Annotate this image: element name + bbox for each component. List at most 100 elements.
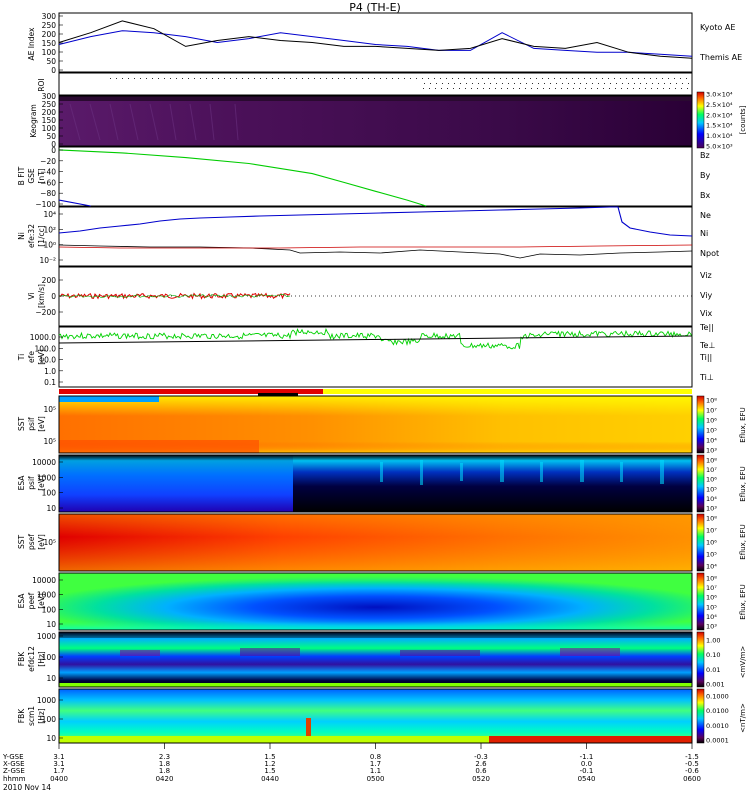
roi-dot xyxy=(386,78,387,79)
x-row-label: Y-GSE xyxy=(2,753,24,761)
roi-dot xyxy=(128,78,129,79)
colorbar-tick-label: 0.01 xyxy=(706,666,720,674)
roi-dot xyxy=(682,83,683,84)
sst-ion-topstrip xyxy=(59,396,159,402)
x-tick-label: 0.0 xyxy=(581,760,592,768)
roi-dot xyxy=(465,88,466,89)
roi-dot xyxy=(122,78,123,79)
panel-4-ylabel-line: Ni xyxy=(17,232,26,240)
y-tick-label: 10000 xyxy=(32,576,56,585)
panel-10-ylabel-line: [eV] xyxy=(37,593,46,609)
mode-bar-red xyxy=(59,389,323,394)
roi-dot xyxy=(230,78,231,79)
y-tick-label: 100 xyxy=(42,653,57,662)
colorbar-tick-label: 3.0×10⁴ xyxy=(706,91,733,99)
legend-vi-1: Viy xyxy=(700,291,713,300)
y-tick-label: 200 xyxy=(42,276,57,285)
plot-title: P4 (TH-E) xyxy=(349,1,401,14)
roi-dot xyxy=(634,83,635,84)
x-tick-label: 0600 xyxy=(683,775,701,783)
panel-5-ylabel-line: [km/s] xyxy=(37,284,46,308)
roi-dot xyxy=(544,83,545,84)
colorbar-label: Eflux, EFU xyxy=(739,407,747,442)
colorbar-tick-label: 0.001 xyxy=(706,681,725,689)
sst-electron-colorbar xyxy=(696,513,705,572)
roi-dot xyxy=(610,83,611,84)
colorbar-tick-label: 10⁵ xyxy=(706,485,717,493)
colorbar-label: <nT/m> xyxy=(739,703,747,733)
y-tick-label: 150 xyxy=(42,39,57,48)
y-tick-label: 10 xyxy=(46,734,56,743)
x-tick-label: 1.1 xyxy=(370,767,381,775)
ni-npot-line xyxy=(58,206,693,237)
roi-dot xyxy=(638,78,639,79)
roi-dot xyxy=(549,88,550,89)
roi-dot xyxy=(518,78,519,79)
fbk-bfield-spike xyxy=(306,718,311,743)
roi-dot xyxy=(554,78,555,79)
roi-ylabel: ROI xyxy=(37,78,46,91)
roi-dot xyxy=(266,78,267,79)
roi-dot xyxy=(537,88,538,89)
x-tick-label: 1.5 xyxy=(264,767,275,775)
roi-dot xyxy=(489,88,490,89)
roi-dot xyxy=(170,78,171,79)
roi-dot xyxy=(548,78,549,79)
roi-dot xyxy=(326,78,327,79)
roi-dot xyxy=(436,83,437,84)
mode-bar-yellow xyxy=(323,389,692,394)
roi-dot xyxy=(508,83,509,84)
roi-dot xyxy=(500,78,501,79)
colorbar-tick-label: 10⁷ xyxy=(706,466,717,474)
roi-dot xyxy=(242,78,243,79)
colorbar-tick-label: 10³ xyxy=(706,447,717,455)
esa-ion-noise xyxy=(380,460,664,485)
y-tick-label: 50 xyxy=(46,132,56,141)
roi-dot xyxy=(422,78,423,79)
x-tick-label: -0.6 xyxy=(685,767,699,775)
roi-dot xyxy=(651,88,652,89)
roi-dot xyxy=(236,78,237,79)
sst-ion-colorbar xyxy=(696,395,705,454)
roi-dot xyxy=(536,78,537,79)
y-tick-label: 200 xyxy=(42,30,57,39)
y-tick-label: 250 xyxy=(42,100,57,109)
colorbar-tick-label: 2.5×10⁴ xyxy=(706,101,733,109)
roi-dot xyxy=(640,83,641,84)
ae-line-themis xyxy=(58,20,693,59)
roi-dot xyxy=(218,78,219,79)
roi-dot xyxy=(608,78,609,79)
panel-4-ylabel-line: efe:32 xyxy=(27,224,36,248)
fbk-efield-colorbar xyxy=(696,631,705,688)
roi-dot xyxy=(646,83,647,84)
panel-7-ylabel-line: psif xyxy=(27,417,36,431)
roi-dot xyxy=(410,78,411,79)
panel-7-ylabel-line: [eV] xyxy=(37,416,46,432)
y-tick-label: 10 xyxy=(46,674,56,683)
colorbar-tick-label: 10⁴ xyxy=(706,437,717,445)
y-tick-label: −60 xyxy=(40,178,56,187)
colorbar-tick-label: 10⁸ xyxy=(706,397,717,405)
panel-11-ylabel-line: [Hz] xyxy=(37,651,46,667)
roi-dot xyxy=(520,83,521,84)
legend-vi-0: Viz xyxy=(700,271,712,280)
esa-ion-spectrogram-right xyxy=(293,455,692,512)
roi-dot xyxy=(448,83,449,84)
date-label: 2010 Nov 14 xyxy=(3,783,51,792)
panel-9-ylabel-line: SST xyxy=(17,535,26,550)
roi-dot xyxy=(574,83,575,84)
roi-dot xyxy=(434,78,435,79)
panel-10-ylabel-line: ESA xyxy=(17,593,26,609)
y-tick-label: 10.0 xyxy=(39,356,56,365)
roi-dot xyxy=(488,78,489,79)
roi-dot xyxy=(416,78,417,79)
x-tick-label: 0.8 xyxy=(370,753,381,761)
x-tick-label: 2.6 xyxy=(475,760,487,768)
roi-dot xyxy=(460,83,461,84)
roi-dot xyxy=(440,78,441,79)
legend-bfit-0: Bz xyxy=(700,151,710,160)
colorbar-tick-label: 10⁴ xyxy=(706,613,717,621)
roi-dot xyxy=(658,83,659,84)
y-tick-label: 100 xyxy=(42,489,57,498)
colorbar-tick-label: 10⁴ xyxy=(706,495,717,503)
